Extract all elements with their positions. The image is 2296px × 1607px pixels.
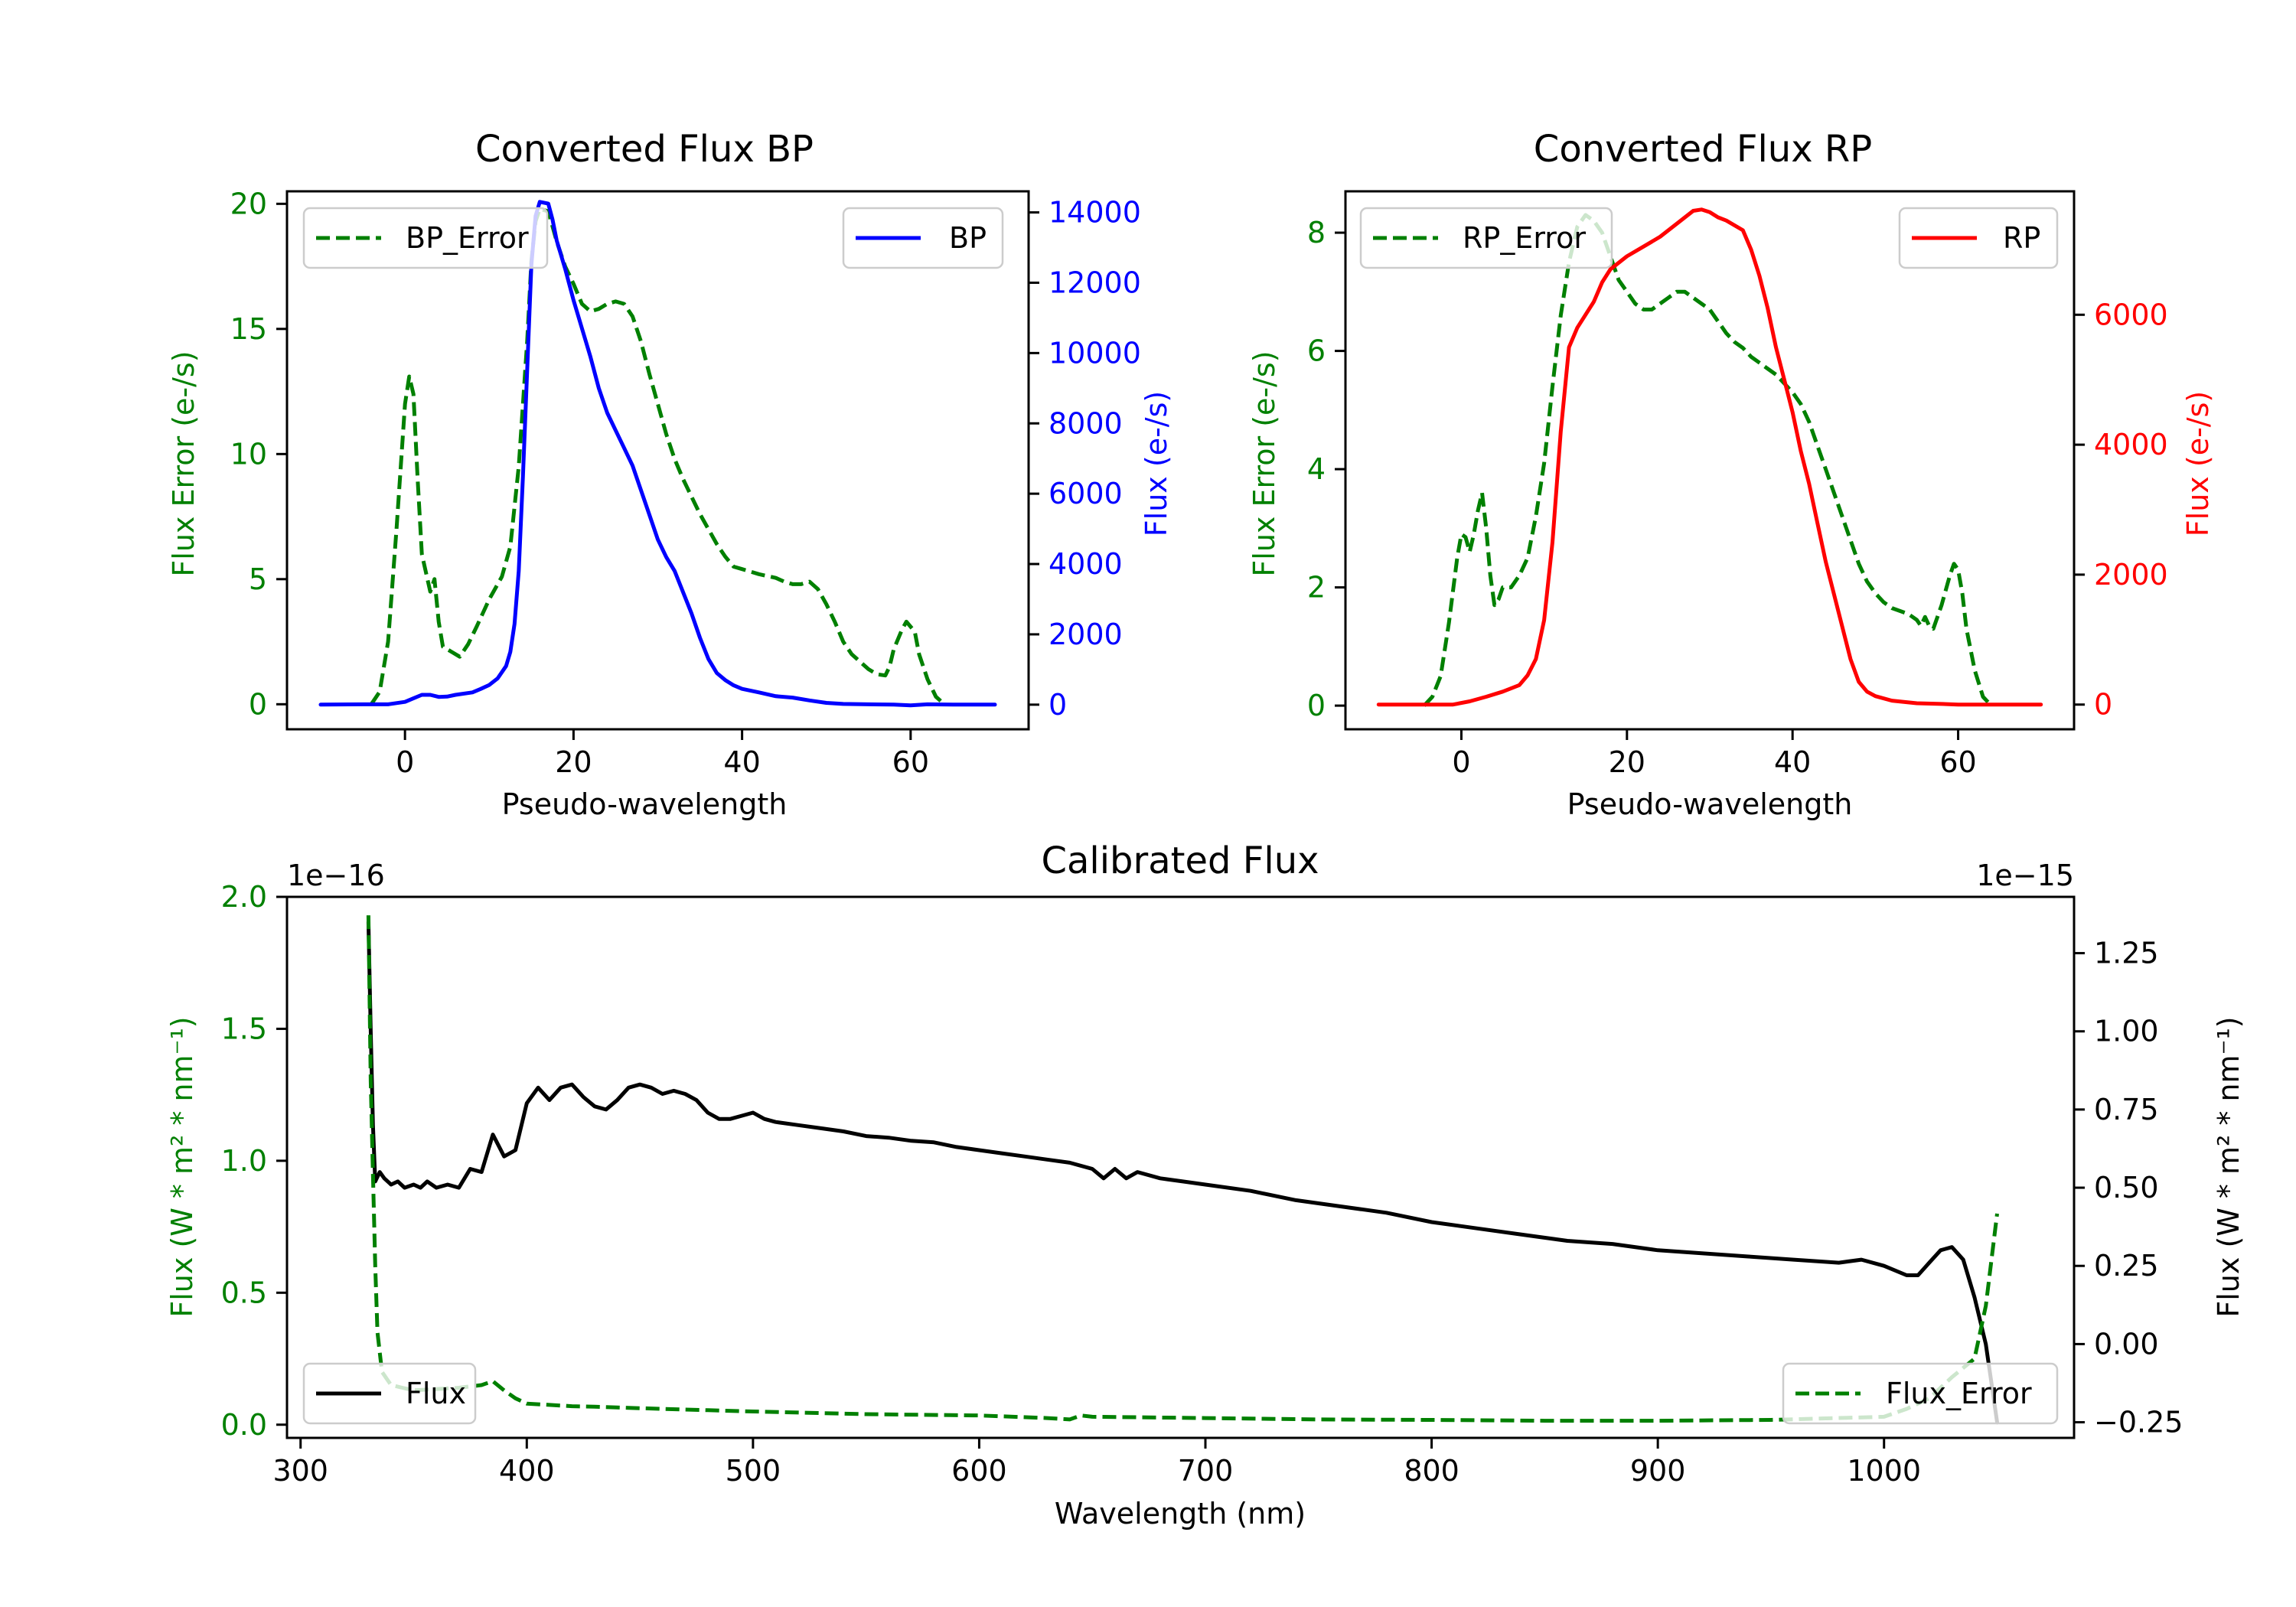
calibrated-legend-flux: Flux	[302, 1362, 477, 1425]
bp-y-left-tick-label: 10	[230, 437, 267, 471]
calibrated-x-tick-label: 900	[1630, 1454, 1686, 1488]
calibrated-y-right-tick-label: −0.25	[2094, 1406, 2183, 1439]
bp-y-right-tick-label: 14000	[1049, 196, 1141, 230]
bp-y-right-tick-label: 6000	[1049, 477, 1123, 510]
calibrated-x-tick-label: 400	[499, 1454, 555, 1488]
rp-y-left-tick-label: 8	[1307, 216, 1326, 249]
bp-x-tick-label: 20	[555, 745, 592, 779]
rp-y-right-tick-label: 2000	[2094, 558, 2168, 592]
rp-plot-area	[1376, 207, 2043, 707]
bp-x-tick-label: 60	[892, 745, 929, 779]
bp-axes-frame	[285, 190, 1030, 731]
calibrated-right-offset: 1e−15	[1976, 859, 2074, 892]
rp-y-left-tick-label: 0	[1307, 689, 1326, 722]
bp-y-left-tick-label: 0	[249, 687, 267, 721]
rp-title: Converted Flux RP	[1534, 128, 1872, 171]
bp-legend-error-box	[302, 207, 549, 269]
bp-axes: 0 20 40 60 0 5 10 15 20 0 2000 4000 6000 8000 10000 120…	[230, 187, 1141, 779]
rp-x-tick-label: 0	[1452, 745, 1470, 779]
calibrated-y-right-tick-label: 1.00	[2094, 1015, 2159, 1048]
bp-series-bp-error	[370, 207, 946, 706]
bp-y-right-tick-label: 0	[1049, 688, 1067, 722]
rp-legend-error-box	[1359, 207, 1613, 269]
rp-axes-frame	[1344, 190, 2076, 731]
calibrated-y-right-tick-label: 0.75	[2094, 1093, 2159, 1126]
calibrated-axes-frame	[285, 895, 2076, 1439]
bp-y-right-label: Flux (e-/s)	[1140, 391, 1173, 536]
rp-legend-flux-box	[1898, 207, 2059, 269]
bp-y-right-tick-label: 12000	[1049, 266, 1141, 299]
calibrated-x-tick-label: 600	[951, 1454, 1007, 1488]
bp-x-tick-label: 40	[723, 745, 760, 779]
rp-legend-flux-label: RP	[2003, 221, 2040, 255]
calibrated-x-tick-label: 500	[726, 1454, 781, 1488]
calibrated-y-left-tick-label: 1.5	[221, 1012, 267, 1045]
calibrated-y-left-label: Flux (W * m² * nm⁻¹)	[165, 1016, 199, 1317]
bp-y-right-tick-label: 8000	[1049, 406, 1123, 440]
bp-legend-flux-label: BP	[949, 221, 987, 255]
calibrated-title: Calibrated Flux	[1041, 839, 1319, 882]
bp-series-bp	[318, 200, 997, 708]
calibrated-x-tick-label: 800	[1404, 1454, 1459, 1488]
panel-rp: Converted Flux RP 0 20 40 60 0 2 4 6 8 0 2000 4000 6…	[1247, 128, 2215, 821]
calibrated-left-offset: 1e−16	[287, 859, 385, 892]
rp-y-left-tick-label: 2	[1307, 571, 1326, 605]
bp-y-left-tick-label: 15	[230, 312, 267, 346]
calibrated-series-flux	[366, 920, 1999, 1425]
calibrated-y-left-tick-label: 2.0	[221, 880, 267, 914]
calibrated-legend-flux-box	[302, 1362, 477, 1425]
calibrated-y-left-tick-label: 0.0	[221, 1408, 267, 1442]
bp-y-right-tick-label: 10000	[1049, 336, 1141, 370]
calibrated-legend-error-label: Flux_Error	[1886, 1377, 2032, 1410]
calibrated-legend-flux-label: Flux	[406, 1377, 466, 1410]
rp-series-rp	[1376, 207, 2043, 707]
calibrated-x-tick-label: 700	[1178, 1454, 1234, 1488]
rp-y-left-tick-label: 4	[1307, 452, 1326, 486]
bp-x-tick-label: 0	[396, 745, 414, 779]
calibrated-axes: 300 400 500 600 700 800 900 1000 0.0 0.5 1.0 1.5 2.0…	[221, 880, 2183, 1488]
rp-y-left-tick-label: 6	[1307, 334, 1326, 368]
rp-legend-flux: RP	[1898, 207, 2059, 269]
bp-legend-error-label: BP_Error	[406, 221, 529, 255]
panel-bp: Converted Flux BP 0 20 40 60 0 5 10 15 20 0 2000 40…	[167, 128, 1173, 821]
bp-legend-flux: BP	[842, 207, 1004, 269]
bp-y-left-tick-label: 5	[249, 562, 267, 596]
bp-legend-flux-box	[842, 207, 1004, 269]
calibrated-y-right-label: Flux (W * m² * nm⁻¹)	[2212, 1016, 2245, 1317]
rp-y-right-tick-label: 6000	[2094, 298, 2168, 331]
rp-y-right-label: Flux (e-/s)	[2181, 391, 2215, 536]
calibrated-y-right-tick-label: 0.00	[2094, 1327, 2159, 1361]
rp-x-tick-label: 20	[1609, 745, 1645, 779]
rp-legend-error: RP_Error	[1359, 207, 1613, 269]
bp-legend-error: BP_Error	[302, 207, 549, 269]
calibrated-x-tick-label: 1000	[1847, 1454, 1921, 1488]
calibrated-legend-error-box	[1782, 1362, 2059, 1425]
calibrated-x-axis-label: Wavelength (nm)	[1055, 1497, 1306, 1530]
bp-y-right-tick-label: 4000	[1049, 547, 1123, 581]
calibrated-y-left-tick-label: 0.5	[221, 1276, 267, 1309]
bp-x-axis-label: Pseudo-wavelength	[502, 787, 788, 821]
rp-y-left-label: Flux Error (e-/s)	[1247, 350, 1281, 576]
calibrated-y-right-tick-label: 1.25	[2094, 937, 2159, 970]
panel-calibrated: Calibrated Flux 1e−16 1e−15 300 400 500 600…	[165, 839, 2245, 1530]
bp-plot-area	[318, 200, 997, 708]
calibrated-x-tick-label: 300	[272, 1454, 328, 1488]
rp-x-tick-label: 40	[1774, 745, 1811, 779]
calibrated-legend-error: Flux_Error	[1782, 1362, 2059, 1425]
bp-y-left-tick-label: 20	[230, 187, 267, 220]
rp-series-rp-error	[1422, 213, 1993, 707]
rp-x-tick-label: 60	[1939, 745, 1976, 779]
rp-y-right-tick-label: 0	[2094, 688, 2112, 722]
calibrated-y-right-tick-label: 0.25	[2094, 1249, 2159, 1283]
calibrated-y-right-tick-label: 0.50	[2094, 1171, 2159, 1204]
rp-axes: 0 20 40 60 0 2 4 6 8 0 2000 4000 6000	[1307, 216, 2168, 779]
bp-y-left-label: Flux Error (e-/s)	[167, 350, 201, 576]
rp-y-right-tick-label: 4000	[2094, 428, 2168, 461]
rp-x-axis-label: Pseudo-wavelength	[1567, 787, 1853, 821]
bp-title: Converted Flux BP	[475, 128, 814, 171]
rp-legend-error-label: RP_Error	[1463, 221, 1586, 255]
bp-y-right-tick-label: 2000	[1049, 618, 1123, 651]
calibrated-y-left-tick-label: 1.0	[221, 1144, 267, 1178]
